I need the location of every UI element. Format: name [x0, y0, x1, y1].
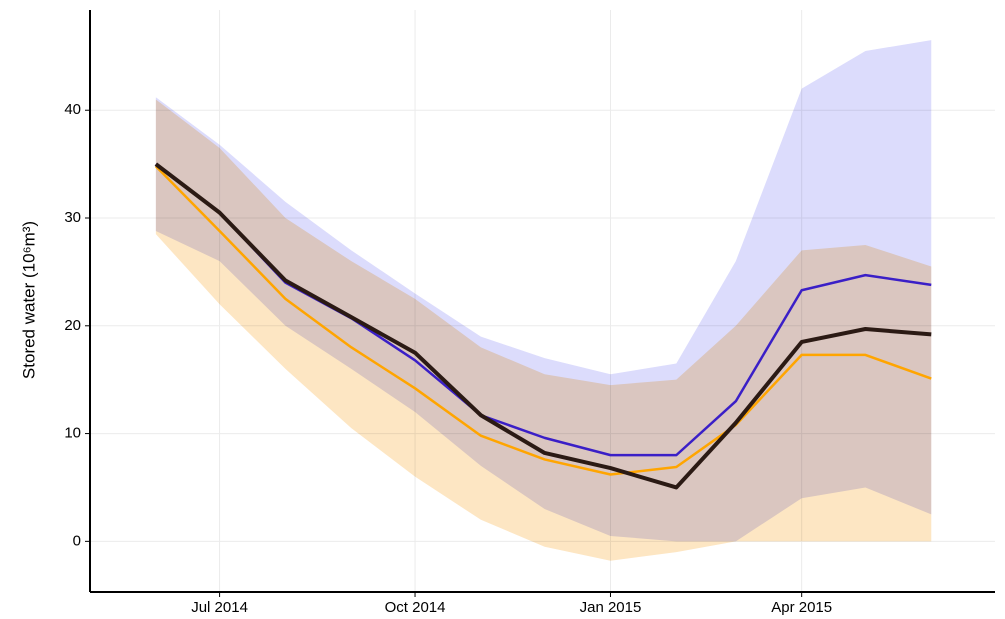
bands [155, 40, 932, 561]
x-tick-label: Jul 2014 [191, 599, 248, 616]
y-tick-label: 40 [64, 101, 81, 118]
y-axis-label: Stored water (10⁶m³) [19, 221, 38, 379]
y-tick-label: 10 [64, 425, 81, 442]
y-tick-label: 0 [73, 532, 81, 549]
series-line [154, 162, 932, 490]
axes: 0 10 20 30 40 Jul 2014 Oct 2014 Jan 2015 Apr 201… [64, 10, 995, 616]
band [155, 99, 932, 561]
series-line [154, 165, 932, 476]
x-tick-label: Apr 2015 [771, 599, 832, 616]
y-tick-label: 30 [64, 209, 81, 226]
x-tick-label: Jan 2015 [580, 599, 642, 616]
y-tick-label: 20 [64, 317, 81, 334]
lines [154, 162, 932, 490]
x-tick-label: Oct 2014 [385, 599, 446, 616]
